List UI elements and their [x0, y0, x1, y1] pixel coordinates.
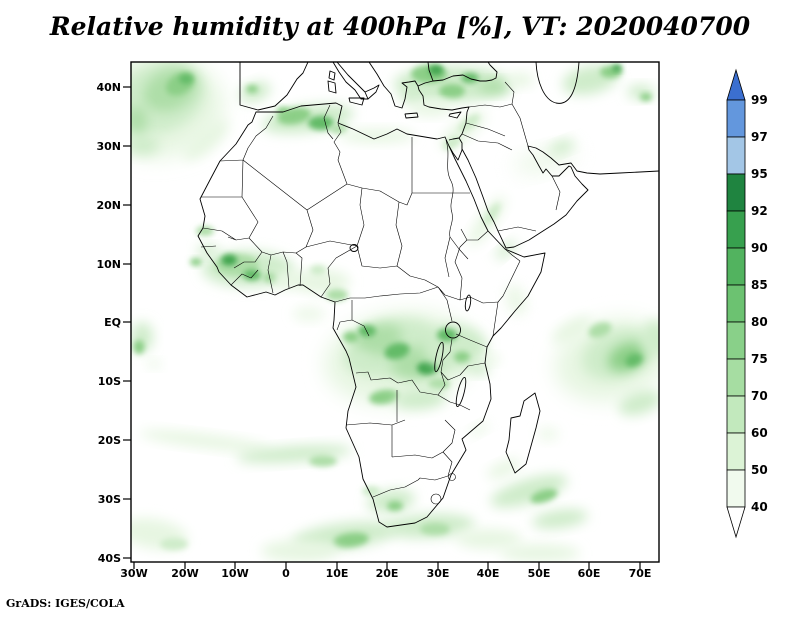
colorbar-label: 40: [751, 500, 768, 514]
country-borders: [200, 81, 561, 505]
colorbar-band: [726, 321, 746, 360]
x-axis-labels: 30W 20W 10W 0 10E 20E 30E 40E 50E 60E 70…: [120, 567, 651, 580]
y-tick-label: 40N: [96, 81, 121, 94]
colorbar-label: 50: [751, 463, 768, 477]
x-tick-label: 20W: [171, 567, 198, 580]
colorbar-band: [726, 284, 746, 323]
y-tick-label: 30N: [96, 140, 121, 153]
colorbar-label: 92: [751, 204, 768, 218]
colorbar-label: 85: [751, 278, 768, 292]
axis-ticks: [123, 86, 641, 569]
colorbar-band: [726, 247, 746, 286]
y-tick-label: 20S: [98, 434, 121, 447]
humidity-shading-layer: [131, 62, 659, 562]
colorbar-band: [726, 395, 746, 434]
colorbar-band: [726, 173, 746, 212]
x-tick-label: 10W: [221, 567, 248, 580]
colorbar-arrow-top: [726, 68, 746, 101]
colorbar-band: [726, 432, 746, 471]
colorbar-label: 90: [751, 241, 768, 255]
x-tick-label: 50E: [528, 567, 551, 580]
x-tick-label: 40E: [477, 567, 500, 580]
colorbar-label: 75: [751, 352, 768, 366]
map-frame: [130, 61, 660, 563]
x-tick-label: 10E: [326, 567, 349, 580]
x-tick-label: 30E: [427, 567, 450, 580]
colorbar-label: 95: [751, 167, 768, 181]
colorbar-band: [726, 210, 746, 249]
y-axis-labels: 40N 30N 20N 10N EQ 10S 20S 30S 40S: [96, 81, 121, 565]
y-tick-label: 10N: [96, 258, 121, 271]
x-tick-label: 30W: [120, 567, 147, 580]
colorbar-label: 99: [751, 93, 768, 107]
y-tick-label: 30S: [98, 493, 121, 506]
y-tick-label: 10S: [98, 375, 121, 388]
colorbar-label: 70: [751, 389, 768, 403]
y-tick-label: 40S: [98, 552, 121, 565]
colorbar-band: [726, 99, 746, 138]
x-tick-label: 70E: [629, 567, 652, 580]
colorbar-band: [726, 136, 746, 175]
coastlines: [197, 62, 659, 528]
x-tick-label: 0: [282, 567, 290, 580]
colorbar-band: [726, 469, 746, 508]
colorbar-label: 80: [751, 315, 768, 329]
y-tick-label: EQ: [104, 316, 121, 329]
colorbar-band: [726, 358, 746, 397]
grads-credit: GrADS: IGES/COLA: [6, 597, 125, 610]
x-tick-label: 60E: [578, 567, 601, 580]
colorbar-label: 60: [751, 426, 768, 440]
colorbar-label: 97: [751, 130, 768, 144]
y-tick-label: 20N: [96, 199, 121, 212]
colorbar: 99 97 95 92 90 85 80 75 70 60 50 40: [726, 68, 768, 539]
colorbar-arrow-bottom: [726, 506, 746, 539]
chart-title: Relative humidity at 400hPa [%], VT: 202…: [49, 12, 751, 41]
x-tick-label: 20E: [376, 567, 399, 580]
